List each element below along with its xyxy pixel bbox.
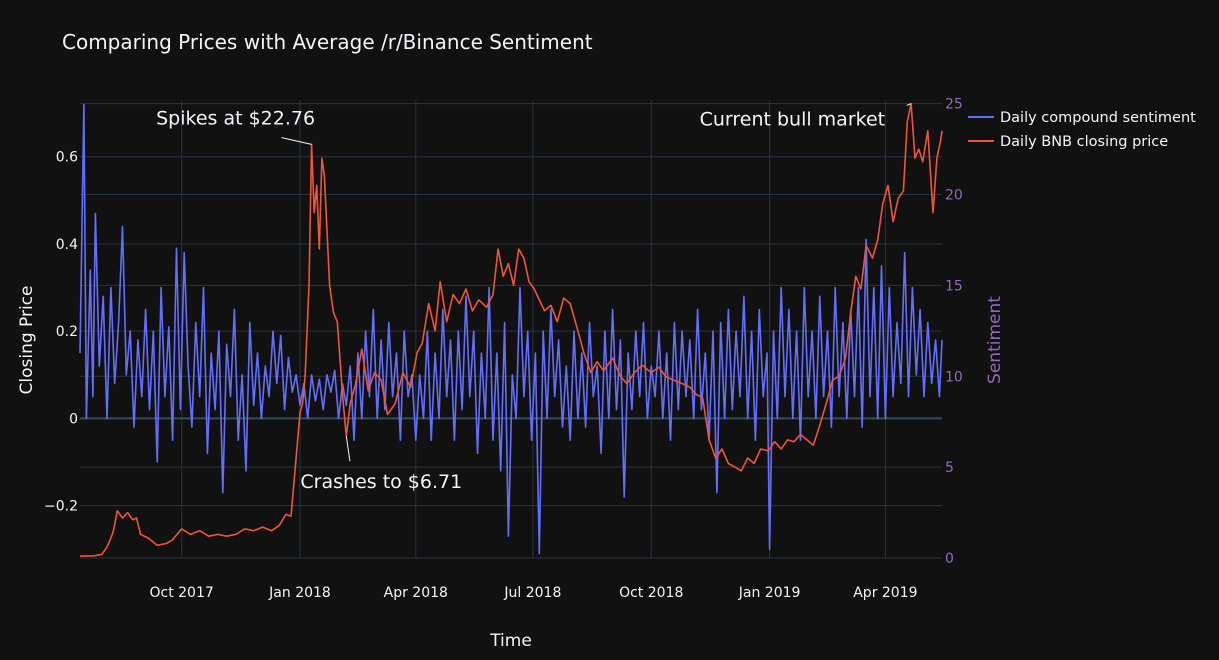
y-right-axis-ticks: 0 5 10 15 20 25 (945, 97, 963, 567)
chart-title: Comparing Prices with Average /r/Binance… (62, 30, 593, 54)
y-right-tick-label: 5 (945, 460, 954, 476)
series-layer (79, 102, 943, 557)
legend[interactable]: Daily compound sentiment Daily BNB closin… (968, 110, 1196, 150)
y-right-tick-label: 10 (945, 369, 963, 385)
annotation-arrow (281, 137, 312, 145)
annotation-text: Spikes at $22.76 (156, 107, 315, 129)
x-tick-label: Jan 2018 (268, 585, 331, 601)
legend-label: Daily compound sentiment (1000, 110, 1196, 126)
y-gridlines (80, 103, 942, 559)
annotation-arrow (345, 435, 351, 462)
x-axis-ticks: Oct 2017 Jan 2018 Apr 2018 Jul 2018 Oct 2018… (149, 585, 917, 601)
x-gridlines (181, 100, 886, 558)
annotation-text: Current bull market (700, 109, 886, 131)
y-left-tick-label: 0 (69, 411, 78, 427)
y-right-axis-label: Sentiment (985, 296, 1005, 384)
x-tick-label: Oct 2018 (619, 585, 683, 601)
x-tick-label: Jan 2019 (738, 585, 801, 601)
y-right-tick-label: 20 (945, 188, 963, 204)
y-right-tick-label: 0 (945, 551, 954, 567)
x-tick-label: Apr 2019 (853, 585, 917, 601)
series-line-0 (79, 103, 943, 555)
y-left-tick-label: 0.2 (56, 324, 78, 340)
x-tick-label: Apr 2018 (384, 585, 448, 601)
y-left-axis-ticks: −0.2 0 0.2 0.4 0.6 (44, 150, 78, 515)
x-axis-label: Time (489, 631, 532, 651)
series-line-1 (79, 102, 943, 557)
y-left-tick-label: −0.2 (44, 499, 78, 515)
x-tick-label: Jul 2018 (503, 585, 561, 601)
y-right-tick-label: 15 (945, 278, 963, 294)
annotation-arrow (906, 103, 912, 106)
annotation-text: Crashes to $6.71 (300, 471, 462, 493)
y-left-tick-label: 0.4 (56, 237, 78, 253)
y-left-tick-label: 0.6 (56, 150, 78, 166)
x-tick-label: Oct 2017 (149, 585, 213, 601)
y-right-tick-label: 25 (945, 97, 963, 113)
legend-label: Daily BNB closing price (1000, 134, 1168, 150)
y-left-axis-label: Closing Price (17, 285, 37, 394)
annotations-layer: Spikes at $22.76 Crashes to $6.71 Current … (156, 103, 912, 493)
